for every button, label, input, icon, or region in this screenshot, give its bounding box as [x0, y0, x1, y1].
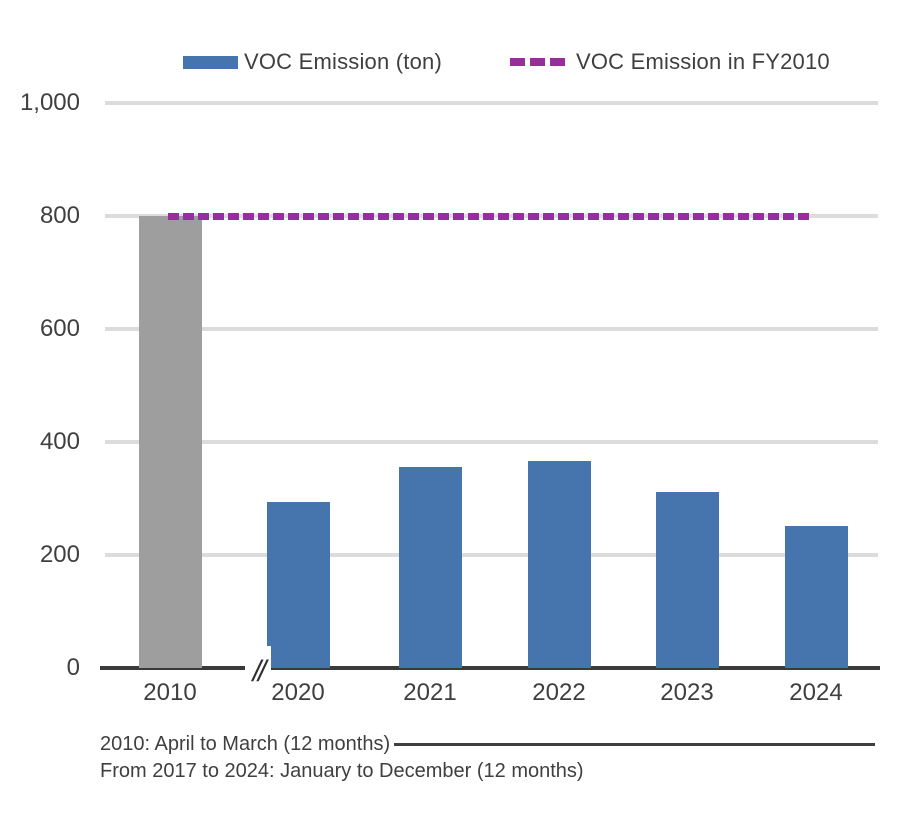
x-axis-line	[100, 666, 880, 670]
footnote-divider-line	[394, 743, 875, 746]
x-tick-label-2022: 2022	[532, 679, 586, 706]
footnote-line-2: From 2017 to 2024: January to December (…	[100, 758, 875, 785]
legend-item-voc-emission-fy2010: VOC Emission in FY2010	[510, 48, 830, 76]
gridline-200	[105, 553, 878, 557]
bar-2020	[266, 501, 330, 668]
bar-2023	[655, 491, 719, 668]
x-tick-label-2020: 2020	[271, 679, 325, 706]
bar-2021	[398, 467, 462, 668]
footnote-line-1-text: 2010: April to March (12 months)	[100, 733, 391, 755]
x-tick-label-2010: 2010	[143, 679, 197, 706]
bar-2022	[527, 460, 591, 668]
bar-2024	[784, 526, 848, 668]
legend-item-voc-emission: VOC Emission (ton)	[183, 48, 442, 76]
gridline-1000	[105, 101, 878, 105]
gridline-600	[105, 327, 878, 331]
x-tick-label-2021: 2021	[403, 679, 457, 706]
footnotes: 2010: April to March (12 months) From 20…	[100, 731, 875, 785]
legend-label-voc-emission: VOC Emission (ton)	[244, 49, 442, 74]
bar-2010	[138, 216, 202, 668]
legend-label-voc-emission-fy2010: VOC Emission in FY2010	[576, 49, 830, 74]
y-tick-label-800: 800	[39, 202, 80, 229]
y-tick-label-200: 200	[39, 541, 80, 568]
axis-break-marker: //	[245, 646, 271, 698]
y-tick-label-400: 400	[39, 428, 80, 455]
legend-dash-swatch-icon	[510, 58, 565, 66]
footnote-line-2-text: From 2017 to 2024: January to December (…	[100, 760, 584, 782]
y-tick-label-600: 600	[39, 315, 80, 342]
y-tick-label-0: 0	[66, 654, 80, 681]
x-tick-label-2023: 2023	[660, 679, 714, 706]
reference-dashed-line	[168, 213, 813, 220]
gridline-400	[105, 440, 878, 444]
x-tick-label-2024: 2024	[789, 679, 843, 706]
legend-bar-swatch-icon	[183, 55, 238, 69]
footnote-line-1: 2010: April to March (12 months)	[100, 731, 875, 758]
y-tick-label-1000: 1,000	[19, 89, 80, 116]
